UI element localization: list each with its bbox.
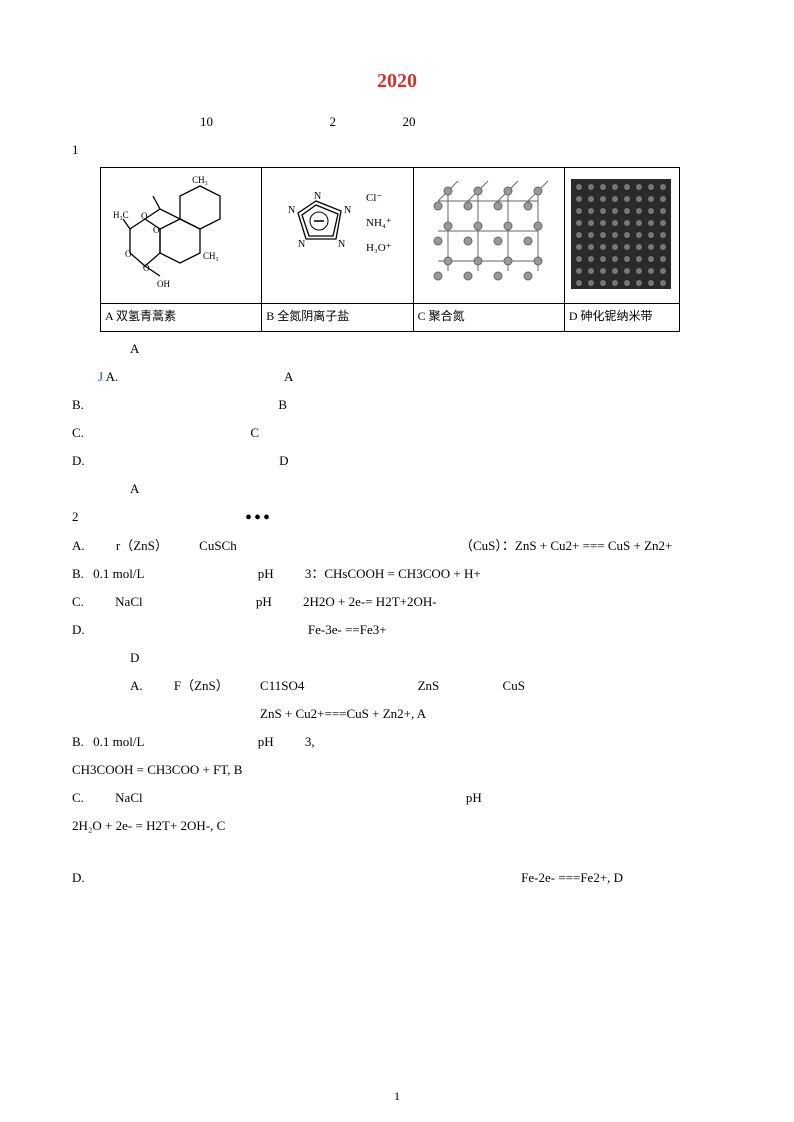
opt-b-pre: B. [72,397,84,412]
lbl: N [314,191,321,202]
q2-exp-b2: CH3COOH = CH3COO + FT, B [60,759,734,781]
cell-c-img [413,168,564,304]
opt-a-suf: A [284,369,293,384]
ed-pre: D. [72,870,85,885]
lbl: O [153,225,160,235]
opt-b-suf: B [278,397,287,412]
cell-d-img [564,168,679,304]
q2a-a: r（ZnS） [116,538,168,553]
lbl: N [338,239,345,250]
opt-d-pre: D. [72,453,85,468]
q2-num-val: 2 [72,509,79,524]
cell-a-img: CH₃ H₃C O O O O OH CH₃ [101,168,262,304]
q2-exp-a2: ZnS + Cu2+===CuS + Zn2+, A [60,703,734,725]
ea-pre: A. [130,678,143,693]
lbl: H₃O⁺ [366,242,392,254]
q2-a: A. r（ZnS） CuSCh （CuS）：ZnS + Cu2+ === CuS… [60,535,734,557]
opt-c-pre: C. [72,425,84,440]
q2b-a: 0.1 mol/L [93,566,144,581]
spacer [60,843,734,861]
q2-c: C. NaCl pH 2H2O + 2e-= H2T+2OH- [60,591,734,613]
q2b-pre: B. [72,566,84,581]
lbl: NH₄⁺ [366,217,392,229]
q1-opt-ja: J A. A [60,366,734,388]
q1-num: 1 [60,139,734,161]
page-title: 2020 [60,70,734,93]
hdr-a: 10 [200,114,213,129]
eb-pre: B. [72,734,84,749]
molecule-a-icon: CH₃ H₃C O O O O OH CH₃ [105,171,255,296]
cell-d-label: D 砷化铌纳米带 [564,304,679,332]
lbl: Cl⁻ [366,192,382,204]
q2a-pre: A. [72,538,85,553]
eb-a: 0.1 mol/L [93,734,144,749]
ec-b: pH [466,790,482,805]
q2a-c: （CuS）：ZnS + Cu2+ === CuS + Zn2+ [460,538,672,553]
opt-a-pre: A. [106,369,119,384]
q2-exp-a: A. F（ZnS） C11SO4 ZnS CuS [60,675,734,697]
cell-b-img: N N N N N Cl⁻ NH₄⁺ H₃O⁺ [262,168,413,304]
q2-exp-b: B. 0.1 mol/L pH 3, [60,731,734,753]
q1-opt-c: C. C [60,422,734,444]
q2-num: 2 ••• [60,506,734,529]
ea-a: F（ZnS） [174,678,229,693]
lbl: N [344,205,351,216]
dots-icon: ••• [245,507,272,529]
lattice-c-icon [418,171,558,296]
cell-c-label: C 聚合氮 [413,304,564,332]
lbl: CH₃ [192,175,208,185]
lbl: N [298,239,305,250]
q2-ans: D [60,647,734,669]
ec-pre: C. [72,790,84,805]
q2c-b: pH [256,594,272,609]
q1-opt-d: D. D [60,450,734,472]
lbl: N [288,205,295,216]
q2-exp-c: C. NaCl pH [60,787,734,809]
opt-j: J [98,369,103,384]
q2-exp-d: D. Fe-2e- ===Fe2+, D [60,867,734,889]
cell-a-label: A 双氢青蒿素 [101,304,262,332]
hdr-c: 20 [403,114,416,129]
q2b-c: 3：CHsCOOH = CH3COO + H+ [305,566,481,581]
page-number: 1 [0,1089,794,1104]
q2d-pre: D. [72,622,85,637]
nano-d-icon [569,171,674,296]
opt-d-suf: D [279,453,288,468]
cell-b-label: B 全氮阴离子盐 [262,304,413,332]
opt-c-suf: C [250,425,259,440]
lbl: O [141,211,148,221]
eb-c: 3, [305,734,315,749]
header-line: 10 2 20 [60,111,734,133]
ec-a: NaCl [115,790,142,805]
q2a-b: CuSCh [199,538,237,553]
q2-d: D. Fe-3e- ==Fe3+ [60,619,734,641]
q2b-b: pH [258,566,274,581]
q2c-pre: C. [72,594,84,609]
lbl: H₃C [113,210,129,220]
ea-d: CuS [503,678,525,693]
lbl: O [125,249,132,259]
lbl: O [143,263,150,273]
eb-b: pH [258,734,274,749]
ea-b: C11SO4 [260,678,304,693]
q2-exp-c2: 2H₂O + 2e- = H2T+ 2OH-, C [60,815,734,837]
lbl: OH [157,279,170,289]
q1-opt-b: B. B [60,394,734,416]
q2c-c: 2H2O + 2e-= H2T+2OH- [303,594,437,609]
figure-table: CH₃ H₃C O O O O OH CH₃ [100,167,680,332]
ed-a: Fe-2e- ===Fe2+, D [521,870,623,885]
q2-b: B. 0.1 mol/L pH 3：CHsCOOH = CH3COO + H+ [60,563,734,585]
q2d-a: Fe-3e- ==Fe3+ [308,622,387,637]
q2c-a: NaCl [115,594,142,609]
page: 2020 10 2 20 1 [0,0,794,1122]
hdr-b: 2 [330,114,337,129]
q1-line-a: A [60,338,734,360]
lbl: CH₃ [203,251,219,261]
molecule-b-icon: N N N N N Cl⁻ NH₄⁺ H₃O⁺ [266,171,406,296]
q1-ans: A [60,478,734,500]
ea-c: ZnS [418,678,440,693]
